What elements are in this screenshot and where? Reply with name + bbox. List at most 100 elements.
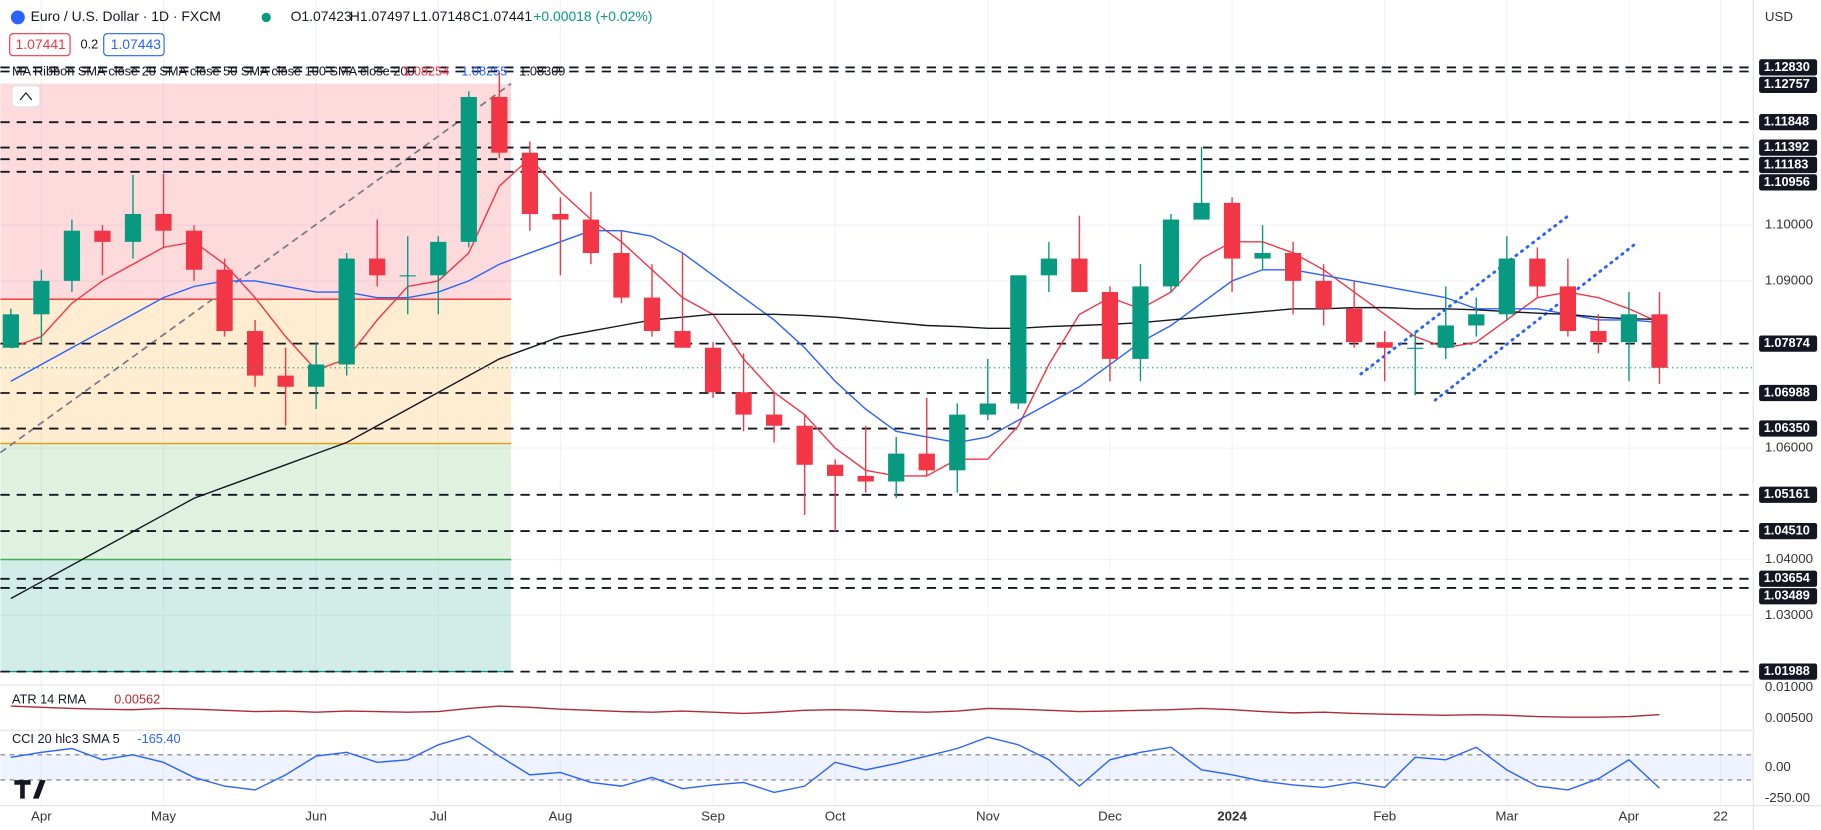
x-tick-label: 22 [1713, 809, 1728, 824]
candle-body [979, 403, 996, 415]
candle-body [613, 253, 630, 298]
level-label-box [1759, 522, 1818, 540]
line [10, 306, 1660, 600]
level-label-box [1759, 59, 1818, 76]
candle-body [674, 331, 691, 348]
candle-body [246, 331, 264, 376]
level-label: 1.11392 [1764, 139, 1809, 154]
candle-body [552, 213, 569, 220]
level-label: 1.01988 [1764, 663, 1810, 678]
level-label-box [1759, 174, 1818, 191]
y-tick-label: 0.00500 [1765, 710, 1813, 725]
buy-price[interactable]: 1.07443 [111, 36, 162, 52]
candle-body [1590, 331, 1607, 343]
collapse-button[interactable] [11, 85, 41, 108]
candle-body [1162, 219, 1180, 287]
x-tick-label: Jun [305, 809, 327, 824]
buy-button[interactable] [103, 33, 165, 57]
channel-line [1359, 213, 1572, 376]
sell-button[interactable] [9, 33, 71, 57]
level-label-box [1759, 156, 1818, 174]
ohlc-close: C1.07441 [472, 8, 533, 24]
candle-body [1254, 253, 1271, 259]
level-label-box [1759, 139, 1818, 156]
candle-body [1193, 202, 1210, 220]
level-label: 1.03489 [1764, 588, 1810, 603]
y-tick-label: 1.04000 [1765, 551, 1813, 566]
candle-body [94, 230, 111, 242]
candle-body [1498, 258, 1515, 315]
logo [14, 780, 46, 799]
candle-body [735, 392, 752, 415]
market-status [261, 12, 271, 23]
level-label: 1.12757 [1764, 76, 1810, 91]
level-label-box [1759, 570, 1818, 587]
x-tick-label: 2024 [1217, 809, 1247, 824]
sell-price[interactable]: 1.07441 [15, 36, 66, 52]
fib-zone [0, 443, 512, 560]
candle-body [1346, 308, 1363, 343]
candle-body [338, 258, 355, 365]
candle-body [1376, 342, 1393, 348]
candle-body [33, 280, 50, 315]
candle-body [1315, 280, 1332, 309]
x-tick-label: Mar [1495, 809, 1519, 824]
y-tick-label: 1.09000 [1765, 272, 1813, 287]
collapse-icon [19, 91, 33, 101]
x-tick-label: Aug [549, 809, 573, 824]
indicator-title: ATR 14 RMA [12, 691, 87, 706]
y-tick-label: 1.06000 [1765, 440, 1813, 455]
level-label: 1.11183 [1764, 156, 1809, 171]
candle-body [1407, 347, 1424, 349]
level-label: 1.06350 [1764, 420, 1810, 435]
x-tick-label: Apr [31, 809, 52, 824]
candle-body [949, 414, 966, 471]
candle-body [704, 347, 722, 393]
candle-body [857, 475, 874, 482]
candle-body [1437, 325, 1454, 348]
level-label: 1.07874 [1764, 335, 1811, 350]
candle-body [185, 230, 203, 270]
ma-legend-value: 1.08255 [461, 63, 507, 78]
candle-body [918, 453, 935, 471]
level-label: 1.12830 [1764, 59, 1810, 74]
candle-body [155, 213, 172, 231]
candle-body [216, 269, 233, 332]
x-tick-label: Sep [701, 809, 725, 824]
candle-body [369, 258, 386, 276]
x-tick-label: Apr [1619, 809, 1640, 824]
fib-zone [0, 83, 512, 300]
candle-body [2, 314, 19, 348]
ma-legend-value: 1.08254 [403, 63, 449, 78]
candle-body [1223, 202, 1241, 259]
line [10, 735, 1660, 794]
line [10, 705, 1660, 718]
y-tick-label: 0.01000 [1765, 679, 1813, 694]
candle-body [1559, 286, 1577, 332]
candle-body [1132, 286, 1149, 359]
candle-body [308, 364, 325, 387]
y-tick-label: 1.03000 [1765, 607, 1813, 622]
candle-body [124, 213, 142, 242]
candle-body [796, 425, 813, 465]
indicator-title: CCI 20 hlc3 SMA 5 [12, 731, 120, 746]
candle-body [1010, 275, 1027, 404]
currency[interactable]: USD [1765, 9, 1793, 24]
candle-body [582, 219, 600, 254]
candle-body [643, 297, 661, 332]
candle-body [1101, 292, 1119, 359]
candle-body [827, 464, 844, 476]
ohlc-high: H1.07497 [350, 8, 411, 24]
candle-body [1468, 314, 1485, 326]
level-label-box [1759, 76, 1818, 93]
level-label-box [1759, 588, 1818, 605]
level-label-box [1759, 420, 1818, 437]
candle-body [521, 152, 538, 214]
level-label-box [1759, 335, 1818, 352]
level-label-box [1759, 114, 1818, 131]
level-label: 1.04510 [1764, 522, 1810, 537]
candle-body [63, 230, 81, 281]
candle-body [765, 414, 783, 426]
